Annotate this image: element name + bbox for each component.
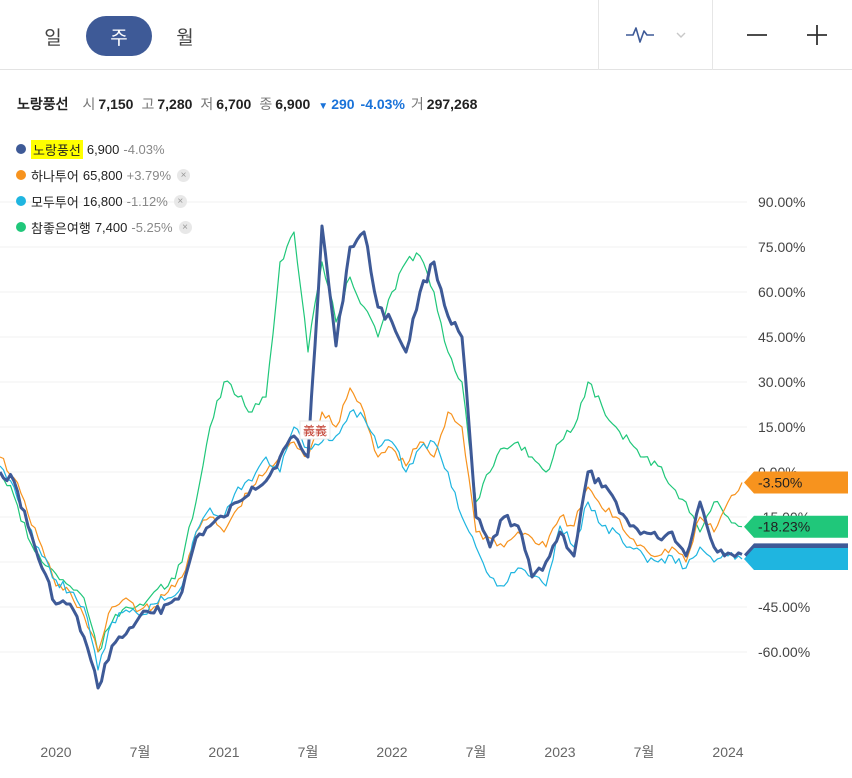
y-tick-label: 45.00% (758, 329, 805, 345)
change-pct: -4.03% (360, 96, 405, 112)
legend-item-noranpungsun: 노랑풍선 6,900 -4.03% (16, 136, 192, 162)
open-value: 7,150 (98, 96, 134, 112)
toolbar-divider (712, 0, 713, 70)
x-tick-label: 7월 (130, 744, 151, 760)
event-marker-label: 義義 (303, 423, 327, 438)
zoom-in-button[interactable] (800, 18, 834, 52)
x-tick-label: 2024 (712, 744, 743, 760)
change-value: 290 (331, 96, 355, 112)
remove-series-close-icon[interactable]: × (178, 220, 192, 234)
x-tick-label: 2023 (544, 744, 575, 760)
series-color-dot (16, 170, 26, 180)
y-tick-label: 15.00% (758, 419, 805, 435)
last-value-label: -18.23% (758, 519, 810, 535)
period-tabs: 일 주 월 (20, 16, 218, 56)
last-value-badge (744, 548, 848, 570)
series-line[interactable] (0, 224, 743, 690)
open-label: 시 (82, 96, 96, 112)
x-tick-label: 7월 (298, 744, 319, 760)
legend: 노랑풍선 6,900 -4.03% 하나투어 65,800 +3.79% × 모… (16, 136, 192, 240)
x-tick-label: 7월 (634, 744, 655, 760)
legend-name: 참좋은여행 (31, 220, 91, 236)
stock-name: 노랑풍선 (17, 96, 69, 112)
series-color-dot (16, 196, 26, 206)
high-label: 고 (141, 96, 155, 112)
chart-type-selector[interactable] (600, 0, 712, 70)
x-tick-label: 2020 (40, 744, 71, 760)
low-label: 저 (200, 96, 214, 112)
series-line[interactable] (0, 387, 743, 653)
x-tick-label: 2021 (208, 744, 239, 760)
tab-month[interactable]: 월 (176, 27, 194, 49)
close-value: 6,900 (275, 96, 311, 112)
volume-value: 297,268 (426, 96, 478, 112)
y-tick-label: 30.00% (758, 374, 805, 390)
low-value: 6,700 (216, 96, 252, 112)
legend-price: 65,800 (82, 167, 123, 183)
y-tick-label: 90.00% (758, 194, 805, 210)
volume-label: 거 (410, 96, 424, 112)
toolbar-divider (598, 0, 599, 70)
chevron-down-icon (676, 32, 686, 38)
legend-pct: -1.12% (126, 193, 168, 209)
line-chart-icon (626, 27, 654, 43)
legend-item-modetour: 모두투어 16,800 -1.12% × (16, 188, 192, 214)
y-tick-label: 75.00% (758, 239, 805, 255)
price-info-bar: 노랑풍선 시 7,150 고 7,280 저 6,700 종 6,900 ▼ 2… (17, 94, 485, 114)
y-tick-label: -60.00% (758, 644, 810, 660)
event-marker[interactable] (299, 420, 331, 440)
series-line[interactable] (0, 409, 743, 671)
remove-series-close-icon[interactable]: × (177, 168, 191, 182)
last-value-label: -3.50% (758, 475, 802, 491)
tab-day[interactable]: 일 (44, 27, 62, 49)
legend-price: 16,800 (82, 193, 123, 209)
last-value-badge (744, 515, 848, 538)
tab-week[interactable]: 주 (86, 16, 152, 56)
y-tick-label: 60.00% (758, 284, 805, 300)
series-color-dot (16, 222, 26, 232)
top-toolbar: 일 주 월 (0, 0, 852, 70)
close-label: 종 (259, 96, 273, 112)
legend-name: 노랑풍선 (31, 139, 83, 159)
legend-price: 6,900 (86, 141, 120, 157)
legend-item-hanatour: 하나투어 65,800 +3.79% × (16, 162, 192, 188)
change-down-icon: ▼ (318, 101, 329, 112)
legend-price: 7,400 (94, 219, 128, 235)
legend-pct: -5.25% (131, 219, 173, 235)
legend-pct: -4.03% (123, 141, 165, 157)
legend-name: 모두투어 (31, 194, 79, 210)
y-tick-label: -45.00% (758, 599, 810, 615)
legend-name: 하나투어 (31, 168, 79, 184)
legend-item-verygoodtour: 참좋은여행 7,400 -5.25% × (16, 214, 192, 240)
x-tick-label: 7월 (466, 744, 487, 760)
high-value: 7,280 (157, 96, 193, 112)
series-color-dot (16, 144, 26, 154)
last-value-badge (744, 471, 848, 494)
legend-pct: +3.79% (126, 167, 172, 183)
remove-series-close-icon[interactable]: × (173, 194, 187, 208)
x-tick-label: 2022 (376, 744, 407, 760)
zoom-out-button[interactable] (740, 18, 774, 52)
series-line[interactable] (0, 231, 743, 653)
